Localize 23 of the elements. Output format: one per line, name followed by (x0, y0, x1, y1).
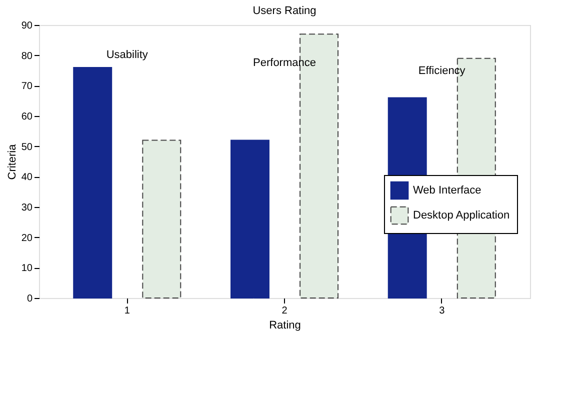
chart-title: Users Rating (252, 5, 316, 17)
annotation: Usability (106, 49, 148, 61)
legend-label: Web Interface (413, 184, 482, 196)
y-tick-label: 80 (21, 50, 33, 62)
y-tick-label: 0 (26, 294, 33, 304)
bar (142, 140, 182, 298)
y-tick-label: 70 (21, 81, 33, 92)
y-tick-label: 30 (21, 202, 33, 214)
x-axis-title: Rating (269, 320, 301, 332)
y-axis-title: Criteria (6, 143, 18, 180)
x-tick-label: 3 (439, 306, 446, 316)
legend-label: Desktop Application (413, 210, 510, 222)
x-tick-label: 2 (282, 306, 288, 316)
y-tick-label: 40 (21, 172, 33, 184)
bar (73, 66, 112, 298)
y-tick-label: 10 (21, 263, 33, 274)
annotation: Performance (253, 57, 316, 69)
x-tick-label: 1 (124, 306, 130, 316)
y-tick-label: 90 (21, 20, 33, 32)
y-tick-label: 50 (21, 142, 33, 153)
bar (230, 140, 270, 298)
y-tick-label: 60 (21, 112, 33, 122)
y-tick-label: 20 (21, 232, 33, 244)
